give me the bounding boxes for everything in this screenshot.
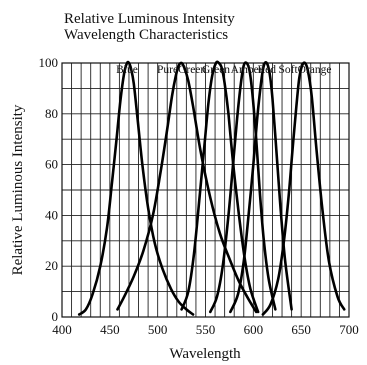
x-axis-title: Wavelength — [169, 346, 241, 362]
series-line-amber — [208, 61, 277, 314]
series-peak-label: Red — [257, 64, 276, 76]
y-tick-label: 80 — [45, 106, 58, 121]
x-tick-label: 650 — [291, 322, 311, 337]
y-tick-label: 100 — [39, 55, 59, 70]
y-tick-labels: 0 20 40 60 80 100 — [39, 55, 59, 324]
series-line-soft-orange — [261, 61, 346, 316]
gridlines — [62, 63, 349, 317]
series-line-red — [229, 61, 293, 314]
x-tick-label: 700 — [339, 322, 359, 337]
chart-title: Relative Luminous Intensity — [64, 11, 235, 27]
series-peak-label: Green — [202, 64, 230, 76]
series-peak-label: Amber — [231, 64, 263, 76]
y-tick-label: 20 — [45, 258, 58, 273]
y-tick-label: 0 — [52, 309, 59, 324]
series-line-blue — [77, 60, 195, 316]
x-tick-label: 550 — [196, 322, 216, 337]
x-tick-label: 400 — [52, 322, 72, 337]
series-line-pure-green — [116, 61, 258, 314]
y-tick-label: 60 — [45, 157, 58, 172]
chart-subtitle: Wavelength Characteristics — [64, 27, 228, 43]
x-tick-label: 500 — [148, 322, 168, 337]
y-axis-title: Relative Luminous Intensity — [10, 104, 26, 275]
plot-frame — [61, 62, 350, 318]
series-peak-label: SoftOrange — [278, 64, 331, 76]
y-tick-label: 40 — [45, 207, 58, 222]
series-peak-label: PureGreen — [157, 64, 206, 76]
x-tick-labels: 400 450 500 550 600 650 700 — [52, 322, 359, 337]
x-tick-label: 600 — [244, 322, 264, 337]
series-line-green — [180, 60, 260, 314]
x-tick-label: 450 — [100, 322, 120, 337]
series-peak-label: Blue — [116, 64, 138, 76]
series-lines — [77, 60, 346, 316]
